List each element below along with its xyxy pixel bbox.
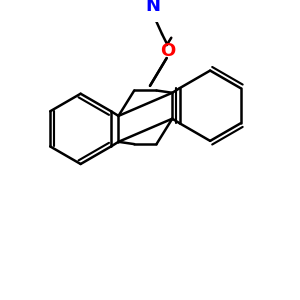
Text: O: O: [160, 42, 175, 60]
Text: N: N: [145, 0, 160, 15]
